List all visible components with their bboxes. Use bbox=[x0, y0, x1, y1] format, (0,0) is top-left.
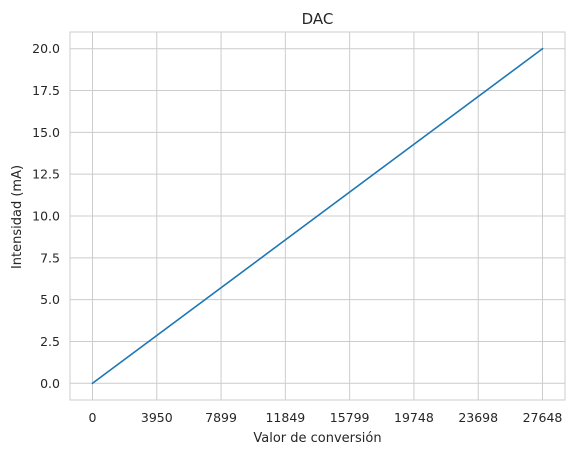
x-tick-label: 11849 bbox=[265, 410, 305, 425]
x-tick-label: 27648 bbox=[523, 410, 563, 425]
x-axis-title: Valor de conversión bbox=[253, 431, 381, 446]
y-tick-label: 15.0 bbox=[32, 125, 60, 140]
y-tick-labels: 0.0 2.5 5.0 7.5 10.0 12.5 15.0 17.5 20.0 bbox=[32, 41, 60, 391]
x-tick-label: 3950 bbox=[141, 410, 173, 425]
y-tick-label: 0.0 bbox=[40, 376, 60, 391]
x-tick-labels: 0 3950 7899 11849 15799 19748 23698 27648 bbox=[89, 410, 563, 425]
y-axis-title: Intensidad (mA) bbox=[10, 165, 25, 269]
y-tick-label: 5.0 bbox=[40, 292, 60, 307]
x-tick-label: 23698 bbox=[458, 410, 498, 425]
x-tick-label: 7899 bbox=[205, 410, 237, 425]
x-tick-label: 0 bbox=[89, 410, 97, 425]
y-tick-label: 12.5 bbox=[32, 167, 60, 182]
y-tick-label: 7.5 bbox=[40, 250, 60, 265]
y-tick-label: 20.0 bbox=[32, 41, 60, 56]
y-tick-label: 10.0 bbox=[32, 209, 60, 224]
x-tick-label: 15799 bbox=[330, 410, 370, 425]
chart-title: DAC bbox=[302, 10, 334, 28]
y-tick-label: 17.5 bbox=[32, 83, 60, 98]
y-tick-label: 2.5 bbox=[40, 334, 60, 349]
x-tick-label: 19748 bbox=[394, 410, 434, 425]
